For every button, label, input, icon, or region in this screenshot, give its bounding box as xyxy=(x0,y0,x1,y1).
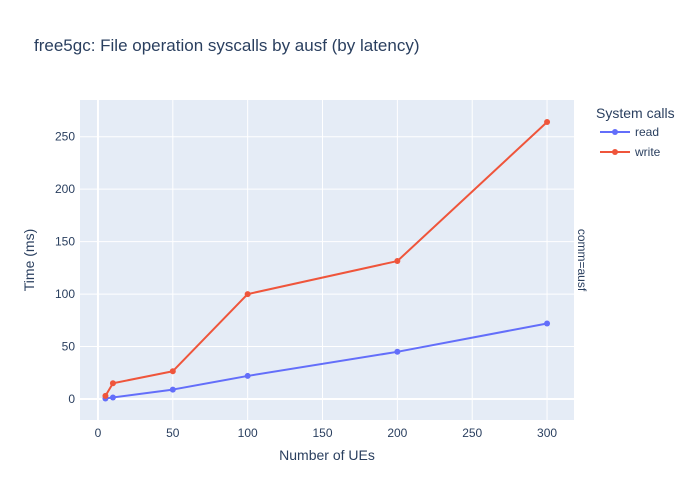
write-point xyxy=(394,258,401,265)
chart-title: free5gc: File operation syscalls by ausf… xyxy=(34,36,420,55)
facet-label: comm=ausf xyxy=(575,229,589,292)
read-point xyxy=(109,394,116,401)
read-point xyxy=(169,386,176,393)
series-layer xyxy=(102,119,551,402)
read-point xyxy=(244,372,251,379)
legend-title: System calls xyxy=(596,105,675,121)
y-tick-label: 50 xyxy=(62,340,76,354)
write-point xyxy=(244,291,251,298)
y-tick-label: 200 xyxy=(55,182,75,196)
x-tick-label: 100 xyxy=(238,426,258,440)
series-write xyxy=(102,119,551,399)
read-point xyxy=(544,320,551,327)
write-point xyxy=(102,392,109,399)
write-point xyxy=(109,380,116,387)
legend-item-read[interactable]: read xyxy=(600,125,659,139)
legend-marker xyxy=(612,129,618,135)
y-tick-label: 0 xyxy=(68,392,75,406)
legend[interactable]: read write xyxy=(600,125,661,159)
x-tick-label: 150 xyxy=(312,426,332,440)
x-tick-label: 250 xyxy=(462,426,482,440)
write-point xyxy=(544,119,551,126)
tick-labels: 0 50 100 150 200 250 300 0 50 100 150 200 250 xyxy=(55,130,557,440)
x-tick-label: 50 xyxy=(166,426,180,440)
legend-label: read xyxy=(635,125,659,139)
write-point xyxy=(169,368,176,375)
legend-item-write[interactable]: write xyxy=(600,145,661,159)
x-axis-title: Number of UEs xyxy=(279,447,375,463)
y-tick-label: 150 xyxy=(55,235,75,249)
plot-area xyxy=(80,100,574,420)
y-tick-label: 100 xyxy=(55,287,75,301)
x-tick-label: 200 xyxy=(387,426,407,440)
legend-marker xyxy=(612,149,618,155)
x-tick-label: 300 xyxy=(537,426,557,440)
y-axis-title: Time (ms) xyxy=(21,229,37,291)
legend-label: write xyxy=(634,145,661,159)
y-tick-label: 250 xyxy=(55,130,75,144)
read-point xyxy=(394,348,401,355)
x-tick-label: 0 xyxy=(95,426,102,440)
